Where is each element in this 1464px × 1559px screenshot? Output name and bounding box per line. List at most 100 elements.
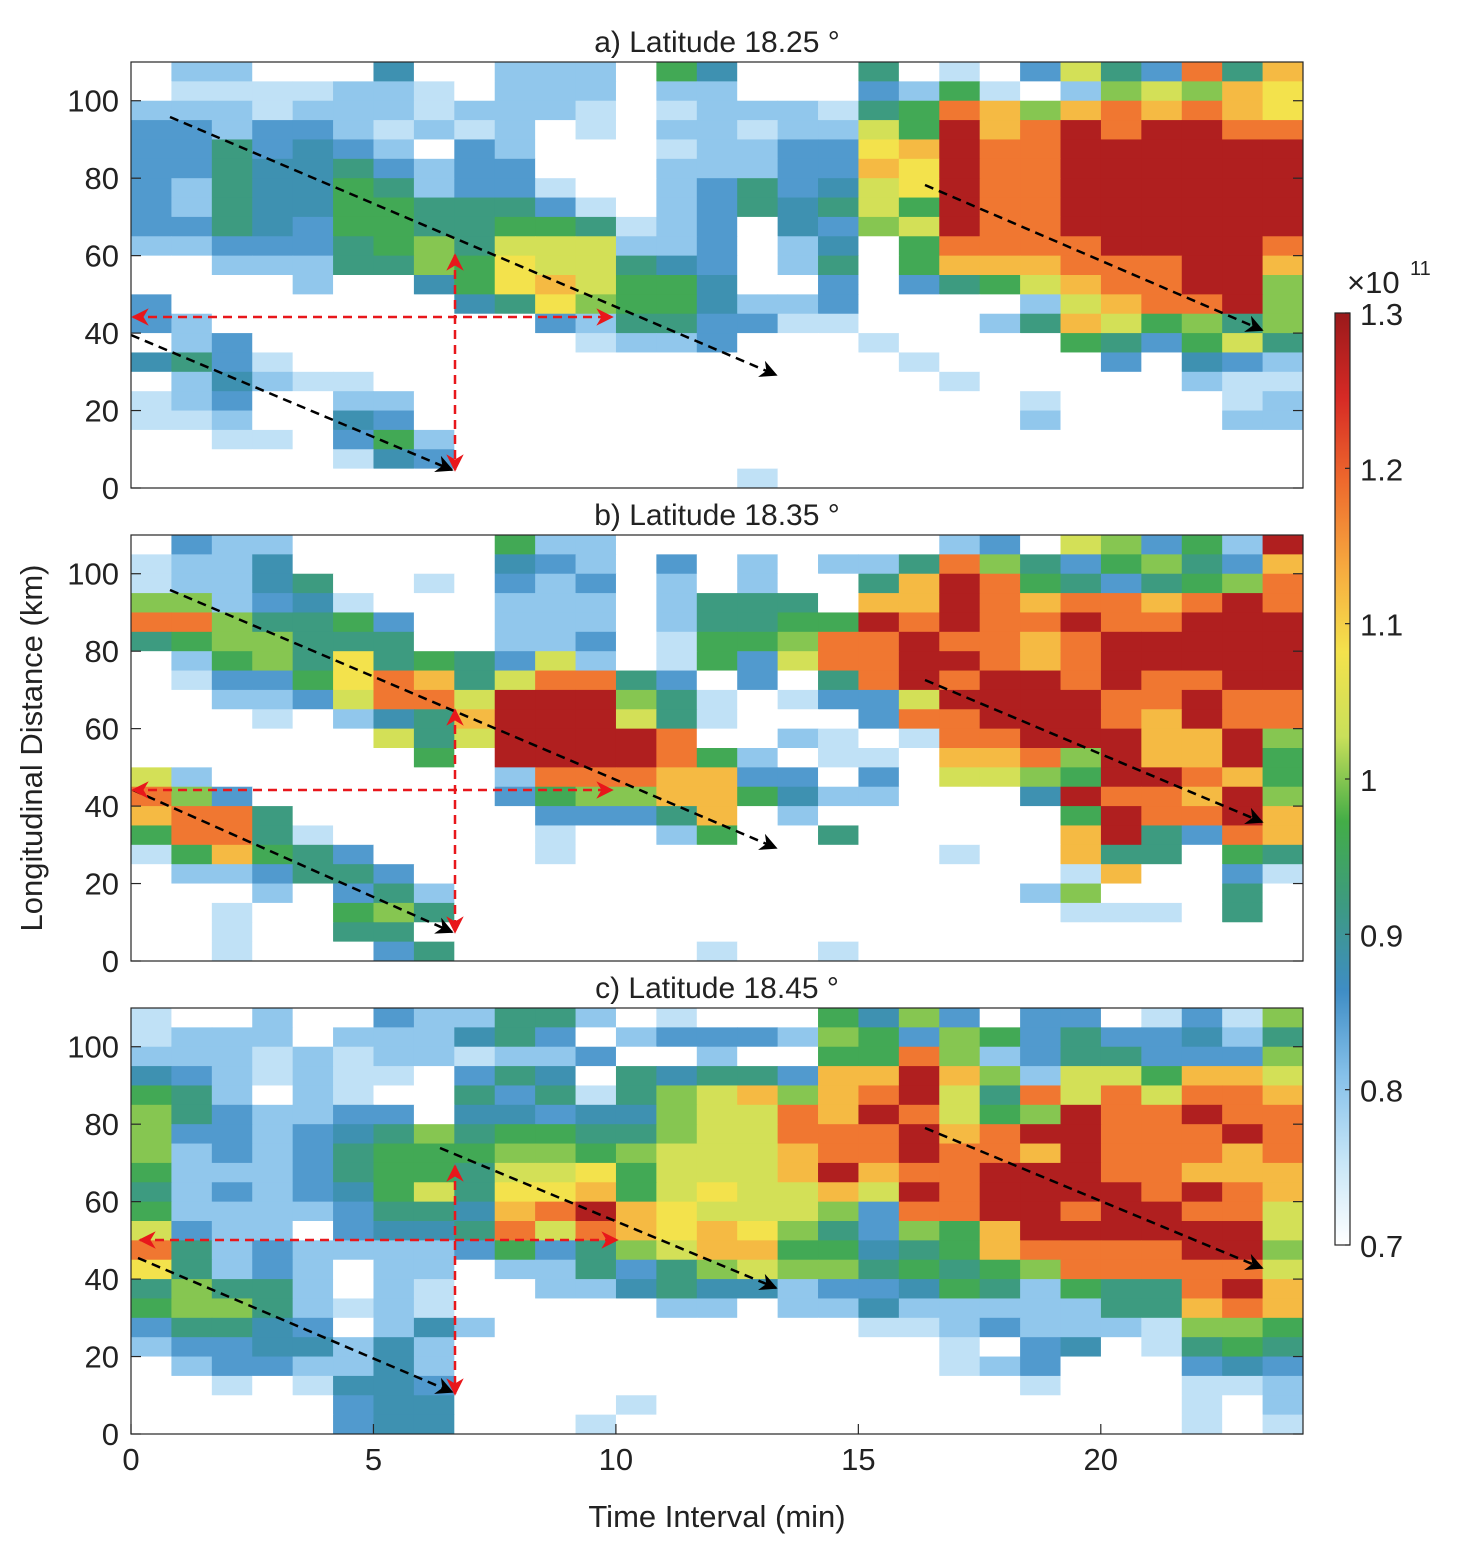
heatmap-cell bbox=[737, 139, 779, 160]
heatmap-cell bbox=[1262, 1337, 1304, 1358]
heatmap-cell bbox=[1262, 391, 1304, 412]
plot-frame bbox=[130, 61, 1304, 489]
heatmap-cell bbox=[939, 449, 981, 470]
heatmap-cell bbox=[292, 941, 334, 962]
y-tick-label: 20 bbox=[85, 1340, 119, 1375]
heatmap-cell bbox=[939, 100, 981, 121]
heatmap-cell bbox=[1262, 1143, 1304, 1164]
heatmap-cell bbox=[494, 1182, 536, 1203]
heatmap-cell bbox=[777, 178, 819, 199]
heatmap-cell bbox=[615, 352, 657, 373]
heatmap-cell bbox=[1100, 748, 1142, 768]
heatmap-cell bbox=[615, 216, 657, 237]
heatmap-cell bbox=[656, 902, 698, 923]
heatmap-cell bbox=[1020, 1279, 1062, 1299]
heatmap-cell bbox=[131, 612, 172, 633]
heatmap-cell bbox=[171, 1046, 213, 1067]
heatmap-cell bbox=[615, 709, 657, 730]
heatmap-cell bbox=[1060, 1317, 1102, 1338]
heatmap-cell bbox=[252, 535, 294, 555]
heatmap-cell bbox=[413, 651, 455, 672]
heatmap-cell bbox=[1141, 922, 1183, 943]
heatmap-cell bbox=[413, 1259, 455, 1280]
heatmap-cell bbox=[575, 612, 617, 633]
heatmap-cell bbox=[979, 1240, 1021, 1261]
heatmap-cell bbox=[171, 1143, 213, 1164]
heatmap-cell bbox=[413, 1240, 455, 1261]
heatmap-cell bbox=[292, 197, 334, 218]
heatmap-cell bbox=[575, 120, 617, 140]
heatmap-cell bbox=[413, 236, 455, 257]
heatmap-cell bbox=[1141, 1356, 1183, 1377]
heatmap-cell bbox=[535, 255, 577, 276]
heatmap-cell bbox=[575, 554, 617, 575]
heatmap-cell bbox=[939, 786, 981, 807]
heatmap-cell bbox=[333, 1414, 374, 1435]
heatmap-cell bbox=[1100, 1066, 1142, 1086]
heatmap-cell bbox=[171, 429, 213, 450]
heatmap-cell bbox=[333, 902, 374, 923]
heatmap-cell bbox=[131, 197, 172, 218]
heatmap-cell bbox=[777, 216, 819, 237]
heatmap-cell bbox=[1262, 62, 1304, 82]
heatmap-cell bbox=[413, 554, 455, 575]
heatmap-cell bbox=[413, 1395, 455, 1416]
heatmap-cell bbox=[413, 333, 455, 353]
heatmap-cell bbox=[1100, 1356, 1142, 1377]
heatmap-cell bbox=[656, 1356, 698, 1377]
heatmap-cell bbox=[858, 1414, 900, 1435]
heatmap-cell bbox=[1020, 1124, 1062, 1145]
heatmap-cell bbox=[1100, 216, 1142, 237]
heatmap-cell bbox=[575, 1008, 617, 1028]
heatmap-cell bbox=[211, 100, 253, 121]
heatmap-cell bbox=[252, 197, 294, 218]
heatmap-cell bbox=[656, 1182, 698, 1203]
heatmap-cell bbox=[939, 1337, 981, 1358]
heatmap-cell bbox=[1181, 333, 1223, 353]
heatmap-cell bbox=[1222, 1124, 1264, 1145]
heatmap-cell bbox=[1100, 468, 1142, 489]
heatmap-cell bbox=[818, 255, 859, 276]
heatmap-cell bbox=[535, 844, 577, 865]
heatmap-cell bbox=[373, 1085, 415, 1106]
heatmap-cell bbox=[292, 1221, 334, 1241]
heatmap-cell bbox=[818, 883, 859, 904]
heatmap-cell bbox=[454, 81, 496, 102]
heatmap-cell bbox=[171, 197, 213, 218]
heatmap-cell bbox=[373, 535, 415, 555]
heatmap-cell bbox=[131, 236, 172, 257]
heatmap-cell bbox=[898, 1104, 940, 1125]
heatmap-cell bbox=[413, 255, 455, 276]
heatmap-cell bbox=[252, 1124, 294, 1145]
heatmap-cell bbox=[454, 449, 496, 470]
heatmap-cell bbox=[858, 275, 900, 295]
heatmap-cell bbox=[333, 941, 374, 962]
heatmap-cell bbox=[535, 573, 577, 594]
heatmap-cell bbox=[858, 216, 900, 237]
heatmap-cell bbox=[171, 178, 213, 199]
heatmap-cell bbox=[1222, 1221, 1264, 1241]
heatmap-cell bbox=[1181, 81, 1223, 102]
heatmap-cell bbox=[252, 120, 294, 140]
heatmap-cell bbox=[777, 197, 819, 218]
heatmap-cell bbox=[333, 429, 374, 450]
heatmap-cell bbox=[818, 158, 859, 179]
heatmap-cell bbox=[1060, 786, 1102, 807]
heatmap-cell bbox=[252, 255, 294, 276]
heatmap-cell bbox=[1181, 806, 1223, 826]
heatmap-cell bbox=[1141, 197, 1183, 218]
heatmap-cell bbox=[454, 573, 496, 594]
heatmap-cell bbox=[131, 941, 172, 962]
heatmap-cell bbox=[737, 371, 779, 392]
heatmap-cell bbox=[494, 728, 536, 749]
heatmap-cell bbox=[696, 275, 738, 295]
heatmap-cell bbox=[211, 275, 253, 295]
y-tick-label: 40 bbox=[85, 789, 119, 824]
heatmap-cell bbox=[252, 1375, 294, 1396]
heatmap-cell bbox=[1141, 1221, 1183, 1241]
heatmap-cell bbox=[494, 158, 536, 179]
heatmap-cell bbox=[979, 1143, 1021, 1164]
heatmap-cell bbox=[858, 81, 900, 102]
heatmap-cell bbox=[979, 216, 1021, 237]
